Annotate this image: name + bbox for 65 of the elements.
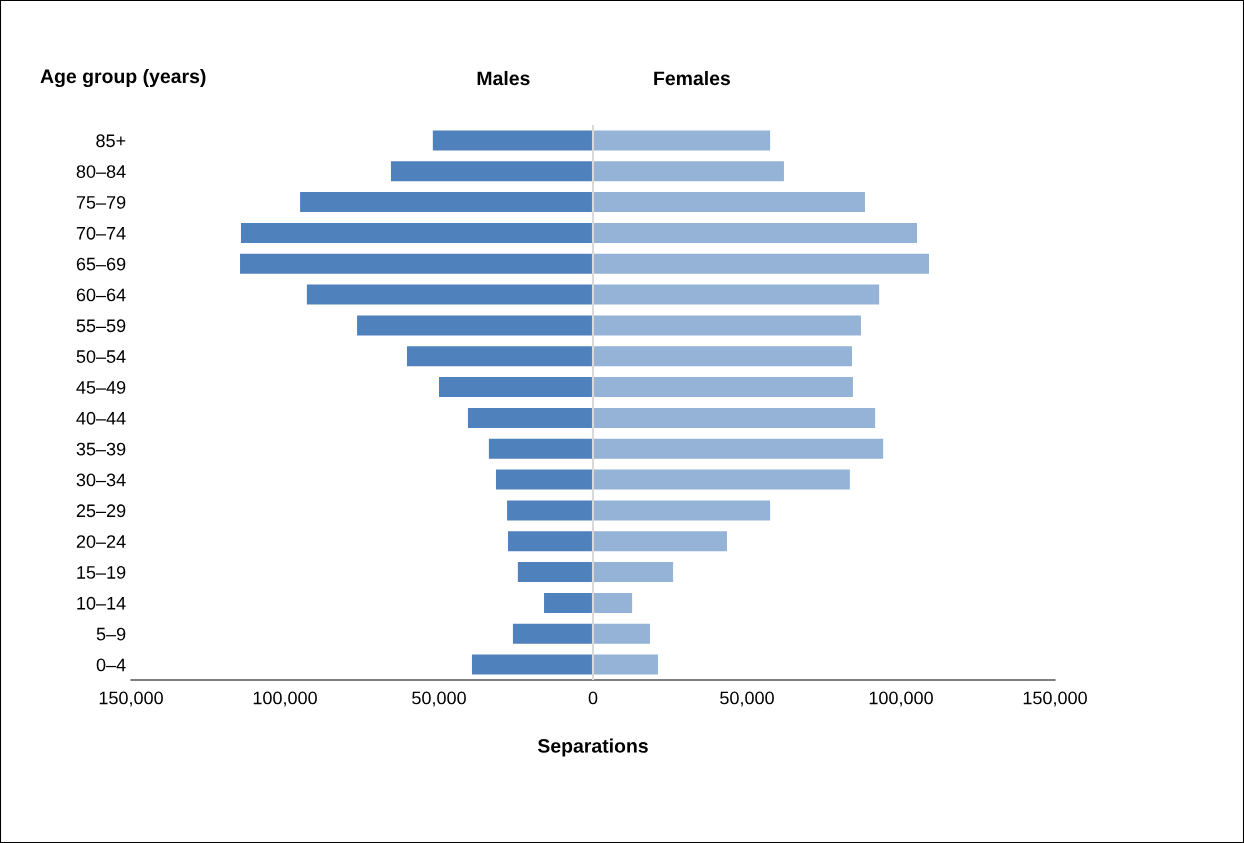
x-tick-label: 150,000 bbox=[99, 691, 163, 707]
y-tick-label: 20–24 bbox=[76, 535, 126, 548]
bar bbox=[306, 284, 593, 305]
x-tick-label: 100,000 bbox=[869, 691, 933, 707]
y-tick-label: 0–4 bbox=[96, 658, 126, 672]
bar bbox=[593, 654, 658, 675]
y-tick-label: 10–14 bbox=[77, 596, 126, 610]
bar bbox=[357, 315, 593, 336]
bar bbox=[593, 315, 861, 336]
bar bbox=[593, 562, 674, 583]
bar bbox=[300, 192, 593, 213]
bar bbox=[593, 469, 850, 490]
bar bbox=[593, 623, 650, 644]
text: Females bbox=[654, 70, 730, 86]
bar bbox=[593, 407, 876, 428]
y-tick-label: 85+ bbox=[96, 134, 126, 148]
y-tick-label: 35–39 bbox=[76, 442, 126, 456]
x-tick-label: 150,000 bbox=[1023, 691, 1087, 707]
bar bbox=[593, 130, 771, 151]
x-tick-label: 100,000 bbox=[253, 691, 317, 707]
bar bbox=[495, 469, 593, 490]
bar bbox=[439, 377, 593, 398]
y-tick-label: 80–84 bbox=[76, 165, 126, 178]
x-tick-label: 50,000 bbox=[720, 691, 774, 707]
bar bbox=[593, 161, 784, 182]
text: Males bbox=[477, 70, 530, 86]
x-tick-label: 0 bbox=[588, 691, 598, 705]
bar bbox=[432, 130, 593, 151]
y-tick-label: 30–34 bbox=[76, 473, 126, 487]
bar bbox=[467, 407, 593, 428]
bar bbox=[593, 377, 853, 398]
bar bbox=[507, 500, 593, 521]
bar bbox=[512, 623, 593, 644]
bar bbox=[471, 654, 593, 675]
bar bbox=[593, 438, 884, 459]
y-tick-label: 40–44 bbox=[76, 411, 126, 425]
y-tick-label: 65–69 bbox=[76, 257, 126, 271]
y-tick-label: 75–79 bbox=[76, 196, 126, 209]
y-tick-label: 45–49 bbox=[76, 381, 126, 394]
bar bbox=[593, 592, 633, 613]
bar bbox=[406, 346, 593, 367]
bar bbox=[544, 592, 593, 613]
bar bbox=[507, 531, 593, 552]
bar bbox=[593, 500, 771, 521]
y-tick-label: 5–9 bbox=[96, 627, 126, 641]
bar bbox=[240, 222, 593, 243]
bar bbox=[593, 531, 727, 552]
y-tick-label: 70–74 bbox=[76, 226, 126, 240]
bar bbox=[390, 161, 593, 182]
bar bbox=[593, 346, 853, 367]
bar bbox=[593, 222, 918, 243]
bar bbox=[240, 253, 593, 274]
y-axis-title: Age group (years) bbox=[40, 68, 206, 88]
y-tick-label: 55–59 bbox=[76, 319, 126, 333]
y-tick-label: 50–54 bbox=[76, 350, 126, 363]
bar bbox=[488, 438, 593, 459]
bar bbox=[593, 253, 930, 274]
y-tick-label: 25–29 bbox=[76, 504, 126, 518]
x-tick-label: 50,000 bbox=[412, 691, 466, 707]
y-tick-label: 60–64 bbox=[76, 288, 126, 302]
x-axis-title: Separations bbox=[537, 738, 648, 757]
bar bbox=[593, 192, 865, 213]
bar bbox=[517, 562, 593, 583]
y-tick-label: 15–19 bbox=[77, 566, 126, 579]
bar bbox=[593, 284, 880, 305]
